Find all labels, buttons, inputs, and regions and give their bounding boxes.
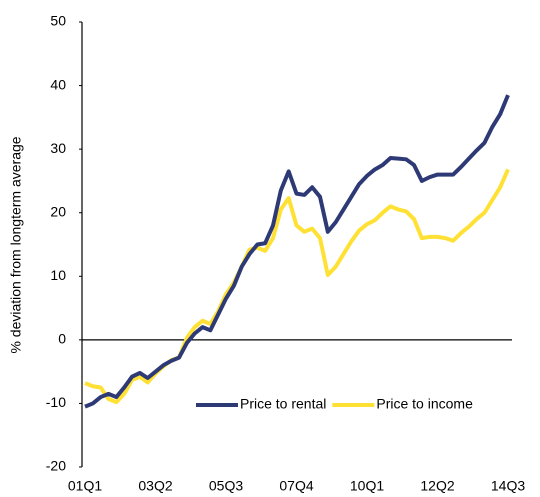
- series-line: [84, 94, 510, 409]
- y-axis-label: % deviation from longterm average: [8, 136, 24, 353]
- y-tick-label: 10: [50, 267, 66, 283]
- x-tick-label: 07Q4: [279, 478, 313, 494]
- y-tick-label: 20: [50, 203, 66, 219]
- x-tick-label: 12Q2: [420, 478, 454, 494]
- legend-label: Price to rental: [240, 396, 326, 412]
- x-tick-label: 03Q2: [138, 478, 172, 494]
- y-tick-label: -20: [46, 458, 66, 474]
- x-tick-label: 10Q1: [350, 478, 384, 494]
- x-tick-label: 01Q1: [68, 478, 102, 494]
- x-tick-label: 05Q3: [209, 478, 243, 494]
- y-tick-label: 40: [50, 76, 66, 92]
- x-tick-label: 14Q3: [491, 478, 525, 494]
- y-tick-label: 0: [58, 331, 66, 347]
- y-tick-label: 30: [50, 140, 66, 156]
- y-tick-label: 50: [50, 13, 66, 29]
- legend-label: Price to income: [376, 396, 473, 412]
- y-tick-label: -10: [46, 394, 66, 410]
- series-line: [84, 168, 510, 405]
